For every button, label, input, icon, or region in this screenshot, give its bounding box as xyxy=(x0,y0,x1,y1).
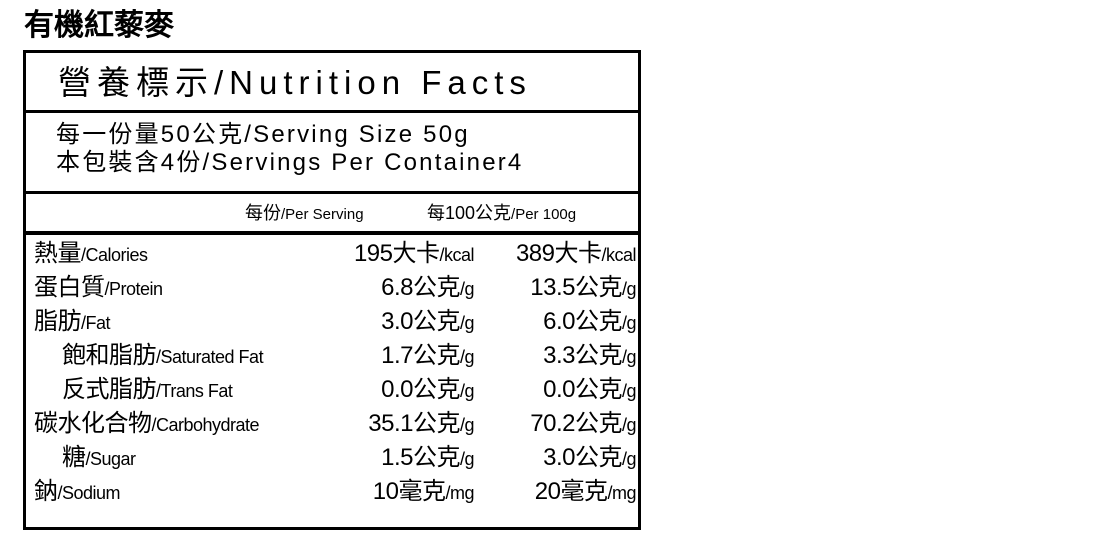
value: 0.0公克 xyxy=(543,376,622,403)
nutrient-name-en: /Fat xyxy=(81,313,111,333)
nutrient-name-en: /Calories xyxy=(81,245,148,265)
nutrient-name-zh: 飽和脂肪 xyxy=(62,342,157,369)
unit: /kcal xyxy=(601,245,636,265)
column-label-zh: 每100公克 xyxy=(427,203,512,223)
per-serving-value: 6.8公克/g xyxy=(381,273,474,304)
value: 195大卡 xyxy=(353,240,440,267)
column-label-zh: 每份 xyxy=(245,203,281,223)
value: 3.0公克 xyxy=(381,308,460,335)
per-100g-value: 3.3公克/g xyxy=(543,341,636,372)
unit: /g xyxy=(621,313,637,333)
nutrient-name-zh: 脂肪 xyxy=(34,308,82,335)
value: 1.5公克 xyxy=(381,444,460,471)
unit: /g xyxy=(621,415,637,435)
per-serving-value: 1.5公克/g xyxy=(381,443,474,474)
value: 6.8公克 xyxy=(381,274,460,301)
nutrient-name-en: /Sodium xyxy=(57,483,121,503)
value: 389大卡 xyxy=(515,240,602,267)
value: 35.1公克 xyxy=(368,410,460,437)
unit: /g xyxy=(621,347,637,367)
serving-size: 每一份量50公克/Serving Size 50g xyxy=(56,121,470,148)
nutrient-row: 鈉/Sodium 10毫克/mg 20毫克/mg xyxy=(26,473,638,507)
nutrient-label: 碳水化合物/Carbohydrate xyxy=(34,409,260,440)
unit: /g xyxy=(459,347,475,367)
unit: /g xyxy=(459,313,475,333)
value: 0.0公克 xyxy=(381,376,460,403)
nutrient-label: 糖/Sugar xyxy=(62,443,136,474)
per-100g-value: 20毫克/mg xyxy=(534,477,637,508)
per-100g-value: 0.0公克/g xyxy=(543,375,636,406)
value: 6.0公克 xyxy=(543,308,622,335)
unit: /mg xyxy=(445,483,474,503)
column-per-serving: 每份/Per Serving xyxy=(245,201,364,227)
nutrient-name-zh: 蛋白質 xyxy=(34,274,105,301)
unit: /mg xyxy=(607,483,636,503)
nutrient-row: 蛋白質/Protein 6.8公克/g 13.5公克/g xyxy=(26,269,638,303)
nutrient-name-zh: 熱量 xyxy=(34,240,82,267)
per-serving-value: 35.1公克/g xyxy=(368,409,474,440)
per-serving-value: 1.7公克/g xyxy=(381,341,474,372)
per-serving-value: 3.0公克/g xyxy=(381,307,474,338)
nutrient-row: 糖/Sugar 1.5公克/g 3.0公克/g xyxy=(26,439,638,473)
value: 13.5公克 xyxy=(530,274,622,301)
unit: /g xyxy=(459,415,475,435)
value: 1.7公克 xyxy=(381,342,460,369)
per-100g-value: 3.0公克/g xyxy=(543,443,636,474)
unit: /g xyxy=(459,279,475,299)
value: 10毫克 xyxy=(372,478,446,505)
nutrient-name-zh: 糖 xyxy=(62,444,86,471)
nutrient-rows: 熱量/Calories 195大卡/kcal 389大卡/kcal 蛋白質/Pro… xyxy=(26,235,638,507)
column-per-100g: 每100公克/Per 100g xyxy=(427,201,576,227)
nutrient-label: 飽和脂肪/Saturated Fat xyxy=(62,341,264,372)
nutrient-name-en: /Saturated Fat xyxy=(156,347,264,367)
per-100g-value: 6.0公克/g xyxy=(543,307,636,338)
unit: /g xyxy=(621,449,637,469)
nutrient-row: 反式脂肪/Trans Fat 0.0公克/g 0.0公克/g xyxy=(26,371,638,405)
value: 3.3公克 xyxy=(543,342,622,369)
unit: /g xyxy=(621,279,637,299)
per-serving-value: 10毫克/mg xyxy=(372,477,475,508)
servings-per-container: 本包裝含4份/Servings Per Container4 xyxy=(56,149,524,176)
nutrient-name-en: /Protein xyxy=(104,279,164,299)
value: 3.0公克 xyxy=(543,444,622,471)
nutrient-row: 脂肪/Fat 3.0公克/g 6.0公克/g xyxy=(26,303,638,337)
value: 20毫克 xyxy=(534,478,608,505)
unit: /g xyxy=(459,449,475,469)
nutrient-row: 熱量/Calories 195大卡/kcal 389大卡/kcal xyxy=(26,235,638,269)
nutrient-label: 反式脂肪/Trans Fat xyxy=(62,375,233,406)
nutrient-label: 鈉/Sodium xyxy=(34,477,121,508)
value: 70.2公克 xyxy=(530,410,622,437)
nutrient-row: 飽和脂肪/Saturated Fat 1.7公克/g 3.3公克/g xyxy=(26,337,638,371)
product-title: 有機紅藜麥 xyxy=(24,9,174,42)
column-label-en: /Per 100g xyxy=(511,206,577,223)
per-100g-value: 389大卡/kcal xyxy=(515,239,637,270)
per-serving-value: 195大卡/kcal xyxy=(353,239,475,270)
nutrient-name-zh: 碳水化合物 xyxy=(34,410,152,437)
per-100g-value: 13.5公克/g xyxy=(530,273,636,304)
nutrient-row: 碳水化合物/Carbohydrate 35.1公克/g 70.2公克/g xyxy=(26,405,638,439)
per-100g-value: 70.2公克/g xyxy=(530,409,636,440)
unit: /g xyxy=(621,381,637,401)
nutrient-label: 熱量/Calories xyxy=(34,239,148,270)
nutrition-facts-label: 營養標示/Nutrition Facts 每一份量50公克/Serving Si… xyxy=(23,50,641,530)
label-header: 營養標示/Nutrition Facts xyxy=(26,53,638,113)
header-title: 營養標示/Nutrition Facts xyxy=(58,64,532,101)
unit: /kcal xyxy=(439,245,474,265)
unit: /g xyxy=(459,381,475,401)
nutrient-label: 脂肪/Fat xyxy=(34,307,111,338)
nutrient-label: 蛋白質/Protein xyxy=(34,273,163,304)
per-serving-value: 0.0公克/g xyxy=(381,375,474,406)
nutrient-name-zh: 反式脂肪 xyxy=(62,376,157,403)
serving-info: 每一份量50公克/Serving Size 50g 本包裝含4份/Serving… xyxy=(26,113,638,194)
nutrient-name-en: /Trans Fat xyxy=(156,381,233,401)
column-label-en: /Per Serving xyxy=(281,206,364,223)
nutrient-name-en: /Carbohydrate xyxy=(151,415,260,435)
column-headers: 每份/Per Serving 每100公克/Per 100g xyxy=(26,194,638,235)
nutrient-name-en: /Sugar xyxy=(85,449,137,469)
nutrient-name-zh: 鈉 xyxy=(34,478,58,505)
